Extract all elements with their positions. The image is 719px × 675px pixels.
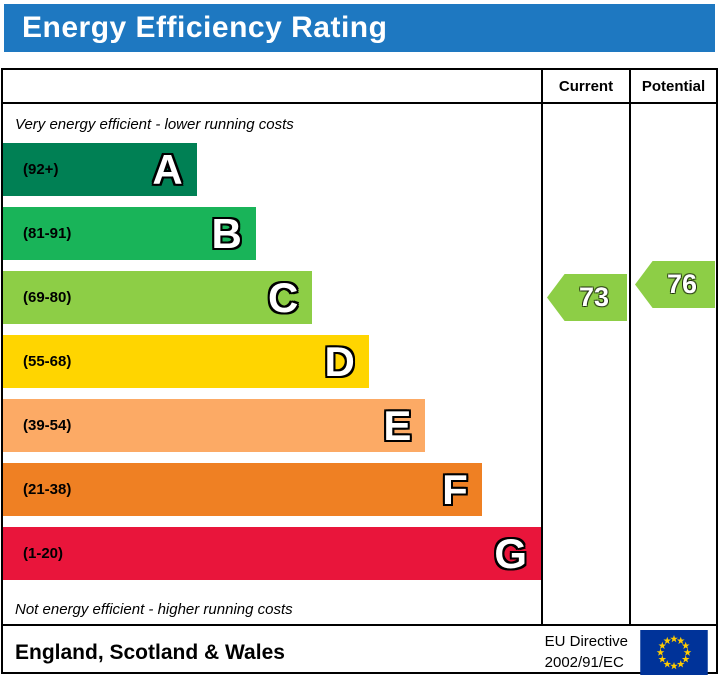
band-row-d: (55-68) D <box>3 335 369 388</box>
top-note: Very energy efficient - lower running co… <box>15 116 294 133</box>
band-bars: (92+) A (81-91) B (69-80) C (55-68) D <box>3 139 541 580</box>
band-f-letter: F <box>442 465 468 513</box>
current-column-header: Current <box>541 70 629 102</box>
band-e-letter: E <box>383 401 412 449</box>
band-a-range: (92+) <box>23 161 59 178</box>
eu-directive-label: EU Directive 2002/91/EC <box>545 632 628 673</box>
band-c-letter: C <box>268 273 299 321</box>
band-d-letter: D <box>324 337 355 385</box>
band-row-e: (39-54) E <box>3 399 426 452</box>
eu-directive-line1: EU Directive <box>544 633 628 651</box>
band-c-range: (69-80) <box>23 289 72 306</box>
bottom-note: Not energy efficient - higher running co… <box>15 601 293 618</box>
band-row-a: (92+) A <box>3 143 197 196</box>
potential-column: 76 <box>629 104 716 624</box>
band-row-f: (21-38) F <box>3 463 482 516</box>
eu-flag-icon <box>640 630 708 675</box>
table-body: Very energy efficient - lower running co… <box>3 104 716 624</box>
current-rating-arrow: 73 <box>547 274 627 321</box>
current-column: 73 <box>541 104 629 624</box>
band-row-c: (69-80) C <box>3 271 313 324</box>
table-header-row: Current Potential <box>3 70 716 104</box>
eu-directive-line2: 2002/91/EC <box>544 653 624 671</box>
band-d-range: (55-68) <box>23 353 72 370</box>
band-g-range: (1-20) <box>23 545 64 562</box>
band-f-range: (21-38) <box>23 481 72 498</box>
footer: England, Scotland & Wales EU Directive 2… <box>3 624 716 675</box>
band-b-range: (81-91) <box>23 225 72 242</box>
bands-area: Very energy efficient - lower running co… <box>3 104 541 624</box>
band-row-g: (1-20) G <box>3 527 541 580</box>
band-e-range: (39-54) <box>23 417 72 434</box>
title-bar: Energy Efficiency Rating <box>4 4 715 52</box>
band-g-letter: G <box>494 529 527 577</box>
page-title: Energy Efficiency Rating <box>22 11 388 44</box>
potential-rating-value: 76 <box>666 269 698 299</box>
band-a-letter: A <box>152 145 183 193</box>
band-b-letter: B <box>211 209 242 257</box>
potential-rating-arrow: 76 <box>635 261 715 308</box>
potential-column-header: Potential <box>629 70 716 102</box>
rating-table: Current Potential Very energy efficient … <box>1 68 718 675</box>
band-row-b: (81-91) B <box>3 207 256 260</box>
region-label: England, Scotland & Wales <box>15 640 285 664</box>
table-header-spacer <box>3 70 541 102</box>
current-rating-value: 73 <box>578 282 610 312</box>
